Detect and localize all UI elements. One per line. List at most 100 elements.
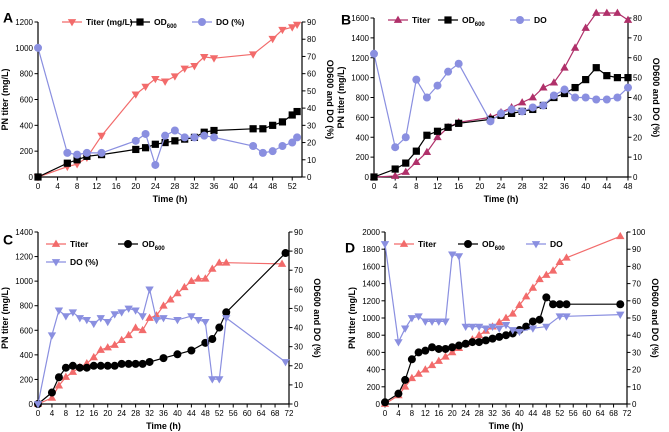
chart-d0-series-2-point-3 bbox=[82, 148, 91, 157]
chart-d0-ytick-left-label-3: 600 bbox=[20, 96, 34, 105]
chart-d2-series-1-point-3 bbox=[61, 363, 70, 372]
chart-d1-xtick-label-8: 32 bbox=[539, 182, 548, 191]
chart-d2-series-0-point-13 bbox=[131, 323, 140, 331]
chart-d0-xlabel: Time (h) bbox=[153, 194, 188, 204]
chart-d3-series-1-point-3 bbox=[407, 355, 416, 364]
chart-d3-xtick-label-17: 68 bbox=[609, 409, 618, 418]
chart-d1-series-1-point-18 bbox=[592, 64, 600, 72]
chart-d1-ytick-left-label-1: 200 bbox=[356, 153, 370, 162]
chart-d2-series-2-point-13 bbox=[131, 307, 140, 315]
chart-d0-series-2-point-12 bbox=[200, 131, 209, 140]
chart-d3-series-2-point-19 bbox=[515, 328, 524, 337]
chart-d1-ytick-right-label-8: 80 bbox=[633, 14, 642, 23]
chart-d2-legend-2: DO (%) bbox=[46, 257, 99, 267]
chart-d0-series-1-point-9 bbox=[171, 137, 179, 145]
chart-d0-series-1-point-15 bbox=[259, 125, 267, 133]
chart-d0-series-0-point-6 bbox=[141, 83, 150, 91]
chart-d1-series-1-line bbox=[373, 66, 628, 178]
chart-d3-series-1-point-15 bbox=[488, 334, 497, 343]
chart-d3-series-1-point-13 bbox=[475, 338, 484, 347]
chart-d3-series-1-point-20 bbox=[522, 322, 531, 331]
chart-d3-series-2-point-17 bbox=[501, 322, 511, 330]
chart-d0-ytick-right-label-0: 0 bbox=[307, 173, 312, 182]
chart-d3-legend-2: DO bbox=[526, 239, 563, 249]
chart-d3-series-2-point-6 bbox=[427, 318, 437, 326]
chart-d0-legend-2-label: DO (%) bbox=[216, 17, 245, 27]
chart-d0-xtick-label-8: 32 bbox=[190, 182, 199, 191]
chart-d3-series-0-point-8 bbox=[441, 352, 450, 360]
chart-d2-xtick-label-17: 68 bbox=[271, 409, 280, 418]
chart-d2-legend-0-label: Titer bbox=[70, 239, 89, 249]
chart-d2-series-2-point-16 bbox=[152, 317, 161, 325]
chart-d3-xtick-label-3: 12 bbox=[421, 409, 430, 418]
chart-d2-series-0-point-25 bbox=[215, 258, 224, 266]
chart-d3-series-1-point-26 bbox=[562, 300, 571, 309]
chart-d2-xtick-label-4: 16 bbox=[89, 409, 98, 418]
chart-d1-series-0-point-4 bbox=[422, 147, 432, 156]
chart-d3-series-2-point-22 bbox=[555, 313, 564, 321]
chart-d3-series-0-point-22 bbox=[535, 274, 544, 283]
chart-d2-series-0-point-27 bbox=[277, 259, 287, 267]
chart-d3-series-0-point-17 bbox=[501, 313, 511, 321]
chart-d1-series-2-point-15 bbox=[560, 85, 569, 94]
chart-d1-legend-1-label: OD600 bbox=[462, 15, 485, 28]
chart-d2-series-0-point-24 bbox=[208, 264, 217, 272]
chart-d2-legend-0-marker bbox=[51, 239, 61, 247]
chart-d2-series-0-point-17 bbox=[159, 301, 168, 309]
chart-d2-ytick-right-label-3: 30 bbox=[294, 343, 303, 352]
chart-d1-series-1 bbox=[370, 64, 632, 181]
chart-d1-series-2-point-13 bbox=[539, 101, 548, 110]
chart-d0-legend-1-label-sub: 600 bbox=[167, 24, 178, 30]
chart-d0-xtick-label-2: 8 bbox=[75, 182, 80, 191]
chart-d0-xtick-label-12: 48 bbox=[268, 182, 277, 191]
chart-d0-series-2 bbox=[34, 43, 302, 169]
chart-d2-series-1-point-23 bbox=[281, 249, 290, 258]
chart-d3-legend-1-label-sub: 600 bbox=[495, 246, 506, 252]
chart-d1-series-0-point-14 bbox=[549, 78, 559, 86]
chart-d0-series-2-point-19 bbox=[293, 133, 302, 142]
chart-d1-series-2-point-19 bbox=[602, 95, 611, 104]
chart-d0-legend-1-marker bbox=[136, 18, 144, 26]
chart-d2-series-1-point-6 bbox=[82, 363, 91, 372]
chart-d0-series-0-point-4 bbox=[97, 132, 106, 141]
chart-d3-series-0-point-25 bbox=[555, 257, 564, 265]
chart-d1-xtick-label-6: 24 bbox=[497, 182, 506, 191]
chart-d3-series-0-point-27 bbox=[616, 231, 625, 240]
chart-d1-legend-2-marker bbox=[516, 16, 524, 24]
chart-d0-xtick-label-4: 16 bbox=[112, 182, 121, 191]
chart-d1-series-0-point-1 bbox=[390, 171, 400, 179]
chart-d0-ytick-right-label-4: 40 bbox=[307, 104, 316, 113]
chart-d3-xtick-label-15: 60 bbox=[582, 409, 591, 418]
chart-d2-xtick-label-7: 28 bbox=[131, 409, 140, 418]
chart-d1-series-2-point-17 bbox=[581, 93, 590, 102]
chart-d2-series-1-point-15 bbox=[145, 357, 154, 366]
chart-d0-series-2-point-14 bbox=[249, 142, 258, 150]
chart-d2-series-1-point-8 bbox=[96, 361, 105, 370]
chart-d1-legend-1-label-sub: 600 bbox=[475, 22, 486, 28]
chart-d3-xtick-label-1: 4 bbox=[396, 409, 401, 418]
chart-d2-legend-0: Titer bbox=[46, 239, 89, 249]
chart-d2-series-1-point-10 bbox=[110, 361, 119, 370]
chart-d0-series-2-point-7 bbox=[151, 160, 160, 169]
chart-d0-xtick-label-7: 28 bbox=[170, 182, 179, 191]
chart-d0-series-1-point-1 bbox=[63, 159, 71, 167]
chart-d1-xtick-label-1: 4 bbox=[393, 182, 398, 191]
chart-d2-xtick-label-16: 64 bbox=[257, 409, 266, 418]
chart-d2-xtick-label-8: 32 bbox=[145, 409, 154, 418]
chart-d2-series-2-point-18 bbox=[173, 317, 182, 325]
chart-d2-xtick-label-14: 56 bbox=[229, 409, 238, 418]
chart-d1-series-1-point-16 bbox=[571, 83, 579, 92]
chart-d0-ytick-right-label-9: 90 bbox=[307, 18, 316, 27]
chart-d0-series-1-point-17 bbox=[278, 118, 287, 126]
chart-d3-xtick-label-7: 28 bbox=[475, 409, 484, 418]
chart-d1-series-0-point-5 bbox=[433, 132, 442, 141]
chart-d0-series-1-point-8 bbox=[161, 138, 169, 147]
chart-d1-series-0-point-2 bbox=[401, 167, 410, 175]
chart-d3-series-2-point-11 bbox=[461, 323, 470, 331]
chart-d2-series-2-point-0 bbox=[33, 401, 43, 409]
chart-d1-ytick-right-label-4: 40 bbox=[633, 94, 642, 103]
chart-d3-ytick-right-label-9: 90 bbox=[632, 245, 641, 254]
chart-d3-series-0-point-23 bbox=[542, 270, 551, 278]
chart-d3-series-2-point-3 bbox=[407, 315, 417, 323]
chart-d3-xtick-label-4: 16 bbox=[434, 409, 443, 418]
